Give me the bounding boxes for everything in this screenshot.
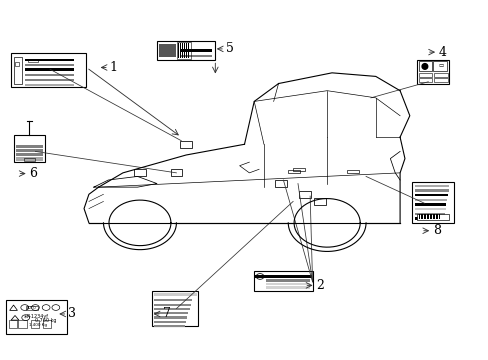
Bar	[154, 303, 190, 306]
Bar	[414, 194, 447, 197]
Bar	[42, 320, 51, 328]
Bar	[186, 43, 187, 58]
Text: 1.400 Kg: 1.400 Kg	[29, 323, 47, 327]
Bar	[266, 276, 309, 278]
Bar	[25, 64, 74, 66]
Bar	[170, 169, 182, 176]
Bar	[184, 43, 185, 58]
Bar	[25, 68, 74, 71]
Bar	[266, 287, 309, 289]
Bar	[154, 321, 185, 323]
Bar	[418, 78, 431, 82]
Bar	[432, 214, 434, 219]
Bar	[154, 299, 192, 301]
Bar	[154, 312, 188, 314]
Text: *: *	[24, 315, 27, 321]
Bar	[28, 59, 38, 62]
Bar	[25, 74, 74, 76]
Bar	[14, 57, 22, 84]
Bar	[414, 189, 447, 192]
Text: 3: 3	[68, 307, 76, 320]
Bar	[438, 214, 440, 219]
Bar	[180, 55, 211, 58]
Bar	[30, 320, 39, 328]
Bar	[433, 78, 447, 82]
Bar	[152, 291, 198, 327]
Bar	[23, 158, 35, 161]
Text: 0.760 kg: 0.760 kg	[35, 318, 57, 323]
Bar	[414, 185, 448, 187]
Bar	[188, 43, 189, 58]
Bar	[266, 279, 309, 282]
Bar	[292, 168, 305, 171]
Bar	[6, 300, 67, 334]
Bar	[180, 49, 211, 53]
Bar	[346, 170, 358, 173]
Bar	[154, 325, 184, 327]
Bar	[287, 170, 300, 173]
Bar	[26, 306, 38, 310]
Bar	[153, 293, 197, 296]
Bar	[16, 149, 42, 152]
Bar	[433, 73, 447, 77]
Bar	[418, 73, 431, 77]
Bar	[14, 135, 45, 162]
Bar	[134, 169, 145, 176]
Text: 4: 4	[438, 46, 446, 59]
Bar	[159, 44, 176, 58]
Bar	[435, 214, 437, 219]
Bar	[411, 182, 453, 223]
Bar	[275, 180, 286, 187]
Text: 2: 2	[316, 279, 324, 292]
Text: ⬤: ⬤	[420, 63, 428, 70]
Text: AUTO: AUTO	[27, 306, 36, 310]
Bar	[157, 41, 215, 60]
Bar	[421, 214, 422, 219]
Bar	[177, 42, 191, 59]
Bar	[414, 212, 444, 215]
Bar	[418, 214, 419, 219]
Bar	[414, 217, 443, 220]
Bar	[416, 213, 448, 220]
Bar	[255, 275, 311, 278]
Bar	[25, 59, 74, 62]
Bar	[427, 214, 428, 219]
Text: 8: 8	[432, 224, 440, 237]
Bar	[16, 153, 42, 157]
Bar	[154, 308, 189, 310]
Text: 5: 5	[225, 42, 233, 55]
Text: 6: 6	[30, 167, 38, 180]
Bar	[414, 208, 445, 210]
Bar	[180, 141, 192, 148]
Bar	[429, 214, 431, 219]
Bar	[182, 43, 183, 58]
Text: 7: 7	[163, 307, 170, 320]
Bar	[266, 283, 309, 285]
Bar	[16, 145, 42, 148]
Bar	[424, 214, 425, 219]
Bar	[154, 316, 187, 319]
Bar	[180, 43, 181, 58]
Text: 1: 1	[110, 61, 118, 74]
Bar	[11, 53, 86, 87]
Bar	[9, 320, 18, 328]
Bar	[178, 43, 179, 58]
Bar	[313, 198, 325, 205]
Bar	[418, 62, 431, 71]
Text: R-1234yf: R-1234yf	[27, 314, 49, 319]
Bar	[432, 62, 447, 71]
Bar	[19, 320, 27, 328]
Bar	[254, 271, 312, 291]
Bar	[16, 157, 42, 161]
Bar	[25, 79, 74, 81]
Bar	[414, 199, 446, 201]
Bar	[416, 60, 448, 84]
Text: ▭: ▭	[437, 64, 443, 69]
Bar	[15, 62, 20, 66]
Bar	[299, 191, 310, 198]
Bar	[414, 203, 446, 206]
Bar	[25, 84, 74, 86]
